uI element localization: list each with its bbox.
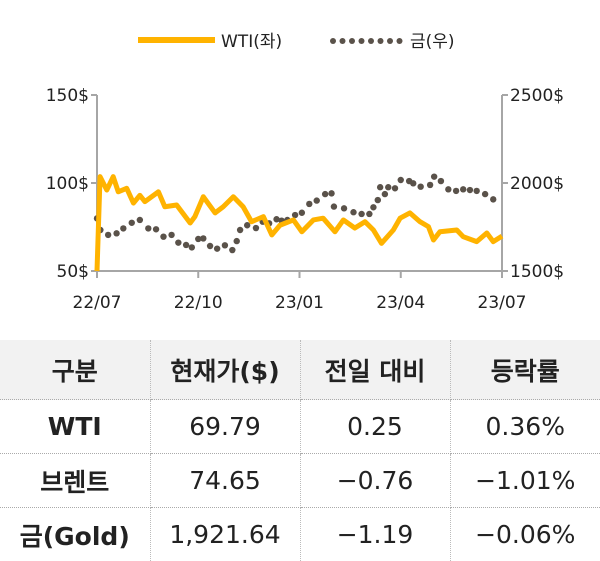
row-rate: −0.06%	[475, 520, 576, 549]
gold-point	[330, 203, 338, 210]
wti-line	[94, 174, 504, 272]
gold-point	[445, 186, 452, 193]
gold-point	[366, 210, 373, 218]
gold-point	[221, 242, 229, 249]
gold-point	[233, 237, 240, 245]
legend-gold-label: 금(우)	[410, 32, 455, 52]
gold-point	[136, 216, 144, 224]
x-tick-label: 23/01	[275, 293, 324, 313]
row-rate: −1.01%	[450, 453, 600, 508]
legend-gold-swatch	[396, 38, 403, 44]
gold-point	[490, 196, 497, 203]
legend-gold-swatch	[330, 38, 336, 44]
gold-point	[370, 204, 377, 211]
gold-point	[452, 187, 460, 195]
y-left-tick-label: 100$	[46, 174, 89, 194]
gold-point	[381, 190, 389, 198]
row-change: −0.76	[300, 453, 451, 508]
row-change: −1.19	[300, 507, 451, 561]
legend-gold-swatch	[339, 38, 346, 44]
legend-gold-swatch	[349, 38, 355, 44]
header-rate: 등락률	[450, 340, 600, 400]
gold-point	[430, 173, 438, 180]
legend-gold-swatch	[358, 38, 365, 44]
gold-point	[391, 185, 399, 192]
price-chart: 150$ 100$ 50$ 2500$ 2000$ 1500$ 22/07 22/10 23/0…	[46, 32, 564, 313]
gold-point	[350, 209, 357, 216]
table-row: WTI 69.79 0.25 0.36%	[0, 399, 600, 454]
gold-point	[328, 190, 335, 197]
gold-point	[298, 209, 306, 216]
gold-point	[473, 187, 480, 195]
gold-point	[160, 233, 167, 240]
gold-point	[243, 222, 251, 229]
table-header-row: 구분 현재가($) 전일 대비 등락률	[0, 340, 600, 400]
gold-point	[175, 239, 182, 246]
gold-point	[410, 180, 417, 187]
header-change: 전일 대비	[300, 340, 451, 400]
header-price: 현재가($)	[150, 340, 301, 400]
gold-point	[417, 183, 424, 190]
gold-point	[376, 184, 384, 191]
x-tick-label: 23/07	[478, 293, 527, 313]
row-name: WTI	[0, 399, 151, 454]
x-tick-label: 23/04	[376, 293, 425, 313]
gold-point	[374, 196, 381, 204]
gold-point	[113, 230, 120, 237]
gold-point	[385, 184, 392, 191]
gold-point	[229, 246, 236, 254]
legend-gold-swatch	[368, 38, 374, 44]
row-change: 0.25	[300, 399, 451, 454]
gold-point	[291, 211, 299, 219]
legend-wti-label: WTI(좌)	[221, 32, 282, 52]
gold-point	[306, 200, 313, 208]
gold-point	[459, 186, 467, 193]
row-name: 금(Gold)	[0, 507, 151, 561]
row-price: 1,921.64	[150, 507, 301, 561]
gold-point	[188, 244, 196, 251]
gold-point	[213, 245, 221, 252]
gold-point	[437, 177, 445, 185]
gold-point	[358, 210, 365, 218]
gold-point	[145, 225, 152, 232]
gold-point	[273, 216, 280, 223]
gold-point	[466, 186, 474, 194]
x-tick-label: 22/10	[174, 293, 223, 313]
row-name: 브렌트	[0, 453, 151, 508]
gold-point	[128, 219, 135, 226]
gold-point	[195, 235, 202, 243]
gold-point	[313, 197, 320, 204]
y-right-tick-label: 2000$	[510, 174, 564, 194]
price-table: 구분 현재가($) 전일 대비 등락률 WTI 69.79 0.25 0.36%…	[0, 340, 600, 561]
gold-point	[236, 226, 244, 234]
row-rate: 0.36%	[450, 399, 600, 454]
table-row: 브렌트 74.65 −0.76 −1.01%	[0, 453, 600, 508]
gold-point	[206, 242, 214, 250]
gold-point	[200, 235, 207, 242]
gold-point	[252, 224, 260, 232]
legend-gold-swatch	[377, 38, 384, 44]
gold-point	[340, 205, 348, 212]
gold-point	[168, 231, 175, 239]
row-price: 69.79	[150, 399, 301, 454]
gold-point	[426, 181, 434, 189]
gold-point	[481, 190, 489, 198]
y-left-tick-label: 150$	[46, 86, 89, 106]
gold-point	[120, 225, 127, 232]
gold-point	[152, 226, 160, 233]
gold-point	[104, 231, 112, 239]
y-left-tick-label: 50$	[57, 262, 89, 282]
gold-point	[182, 241, 190, 249]
gold-point	[397, 176, 404, 184]
header-category: 구분	[0, 340, 151, 400]
gold-point	[321, 190, 329, 198]
table-row: 금(Gold) 1,921.64 −1.19 −0.06%	[0, 507, 600, 561]
row-price: 74.65	[150, 453, 301, 508]
x-tick-label: 22/07	[73, 293, 122, 313]
y-right-tick-label: 2500$	[510, 86, 564, 106]
legend-gold-swatch	[387, 38, 393, 44]
y-right-tick-label: 1500$	[510, 262, 564, 282]
